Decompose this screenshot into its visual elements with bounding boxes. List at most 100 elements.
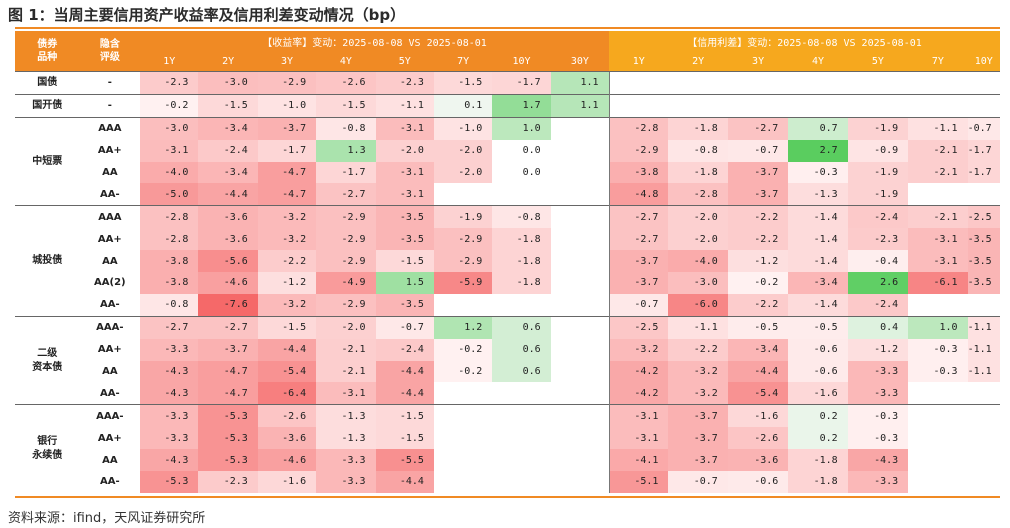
spread-cell: [608, 93, 669, 118]
yield-cell: -3.5: [375, 205, 434, 229]
rating-label: AA-: [100, 188, 120, 200]
yield-cell: [550, 404, 610, 428]
yield-cell: [550, 116, 610, 140]
yield-cell: -2.9: [316, 293, 376, 317]
rating-label: AAA: [79, 116, 141, 140]
spread-cell: -3.8: [608, 161, 669, 184]
yield-cell: 0.1: [433, 93, 493, 118]
spread-cell: -3.7: [608, 272, 669, 294]
table-header: 债券 品种 隐含 评级 【收益率】变动：2025-08-08 VS 2025-08-…: [15, 31, 1000, 72]
yield-cell: [492, 404, 551, 428]
yield-cell: -2.1: [316, 338, 376, 361]
yield-cell: 0.0: [492, 161, 551, 184]
spread-cell: -3.3: [847, 382, 909, 405]
spread-cell: [908, 471, 968, 493]
spread-cell: -0.8: [668, 139, 728, 162]
table-row: AA+ -3.3 -5.3 -3.6 -1.3 -1.5 -3.1 -3.7 -2.6 0.2 -0…: [15, 427, 1000, 450]
spread-tenor-10y: 10Y: [967, 51, 1000, 72]
table-body: 国债 - -2.3 -3.0 -2.9 -2.6 -2.3 -1.5 -1.7 1.1 国开债 - -0…: [15, 71, 1000, 493]
spread-cell: -6.0: [668, 293, 728, 317]
table-row: AA -4.3 -4.7 -5.4 -2.1 -4.4 -0.2 0.6 -4.2 -3.2 -4.…: [15, 360, 1000, 383]
yield-tenor-7y: 7Y: [433, 51, 493, 72]
yield-cell: -1.8: [492, 272, 551, 294]
spread-cell: -2.2: [668, 338, 728, 361]
table-row: AA- -4.3 -4.7 -6.4 -3.1 -4.4 -4.2 -3.2 -5.4 -1.6-…: [15, 382, 1000, 405]
spread-tenor-2y: 2Y: [668, 51, 728, 72]
yield-cell: -3.5: [375, 228, 434, 251]
yield-cell: -4.6: [257, 449, 317, 472]
rating-label: AA-: [100, 387, 120, 399]
yield-cell: -4.7: [198, 382, 258, 405]
credit-change-table: 债券 品种 隐含 评级 【收益率】变动：2025-08-08 VS 2025-08-…: [15, 31, 1000, 493]
spread-cell: [967, 293, 1000, 317]
yield-cell: -4.7: [257, 183, 317, 206]
spread-cell: [908, 93, 968, 118]
yield-cell: -5.4: [257, 360, 317, 383]
yield-cell: [492, 293, 551, 317]
yield-cell: -2.3: [375, 71, 434, 95]
figure-title: 图 1：当周主要信用资产收益率及信用利差变动情况（bp）: [8, 6, 406, 24]
spread-cell: -3.7: [608, 250, 669, 273]
spread-cell: -1.3: [788, 183, 848, 206]
spread-cell: -1.2: [847, 338, 909, 361]
yield-cell: -4.3: [140, 360, 199, 383]
spread-cell: -0.6: [788, 338, 848, 361]
yield-cell: -2.4: [375, 338, 434, 361]
col-bond-type-header: 债券 品种: [15, 31, 80, 72]
spread-cell: -3.1: [908, 228, 968, 251]
spread-cell: [967, 471, 1000, 493]
bond-type-label: 银行 永续债: [15, 404, 80, 493]
yield-cell: -5.0: [140, 183, 199, 206]
yield-cell: -2.0: [316, 315, 376, 339]
yield-cell: [492, 471, 551, 493]
spread-cell: -1.9: [847, 116, 909, 140]
table-row: AA -4.3 -5.3 -4.6 -3.3 -5.5 -4.1 -3.7 -3.6 -1.8 -4…: [15, 449, 1000, 472]
yield-cell: -3.1: [375, 161, 434, 184]
yield-cell: -4.4: [257, 338, 317, 361]
yield-cell: -4.4: [375, 382, 434, 405]
yield-cell: [550, 471, 610, 493]
spread-cell: -1.9: [847, 183, 909, 206]
spread-banner: 【信用利差】变动：2025-08-08 VS 2025-08-01: [609, 31, 1000, 51]
yield-cell: -4.4: [375, 360, 434, 383]
spread-cell: [967, 449, 1000, 472]
yield-cell: -2.9: [316, 228, 376, 251]
spread-tenor-7y: 7Y: [908, 51, 968, 72]
yield-cell: -1.5: [316, 93, 376, 118]
yield-cell: 1.0: [492, 116, 551, 140]
yield-cell: -2.3: [140, 71, 199, 95]
spread-cell: -1.8: [788, 471, 848, 493]
spread-cell: -3.5: [967, 250, 1000, 273]
yield-cell: -2.6: [316, 71, 376, 95]
table-row: AA -4.0 -3.4 -4.7 -1.7 -3.1 -2.0 0.0 -3.8 -1.8 -3.…: [15, 161, 1000, 184]
rating-label: AA: [102, 255, 118, 267]
spread-cell: -1.1: [908, 116, 968, 140]
bond-type-label: 二级 资本债: [15, 315, 80, 405]
yield-cell: -1.5: [257, 315, 317, 339]
yield-cell: -1.7: [492, 71, 551, 95]
yield-cell: -1.5: [198, 93, 258, 118]
spread-tenor-1y: 1Y: [609, 51, 669, 72]
yield-cell: 0.6: [492, 315, 551, 339]
yield-cell: 1.1: [550, 71, 610, 95]
yield-cell: -3.6: [198, 205, 258, 229]
spread-cell: -4.8: [608, 183, 669, 206]
spread-cell: -2.1: [908, 205, 968, 229]
spread-tenor-4y: 4Y: [788, 51, 848, 72]
yield-cell: -7.6: [198, 293, 258, 317]
yield-cell: -1.5: [433, 71, 493, 95]
spread-cell: [668, 71, 728, 95]
spread-cell: -1.9: [847, 161, 909, 184]
yield-cell: -4.7: [198, 360, 258, 383]
yield-cell: -1.5: [375, 427, 434, 450]
spread-cell: -0.3: [788, 161, 848, 184]
spread-cell: -3.7: [727, 183, 789, 206]
yield-cell: -2.7: [198, 315, 258, 339]
spread-cell: -0.6: [788, 360, 848, 383]
spread-cell: -2.3: [847, 228, 909, 251]
spread-cell: -3.3: [847, 471, 909, 493]
rating-label: AA: [102, 167, 118, 178]
yield-cell: -4.0: [140, 161, 199, 184]
yield-cell: -5.5: [375, 449, 434, 472]
spread-cell: -4.1: [608, 449, 669, 472]
